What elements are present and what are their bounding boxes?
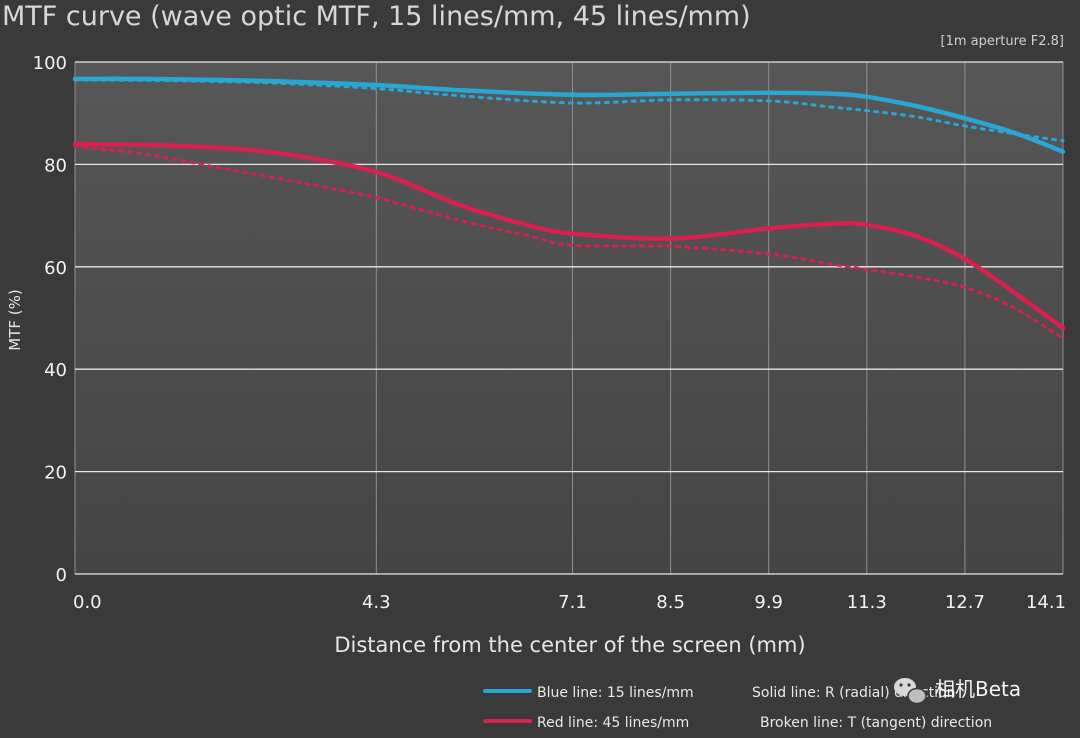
y-tick-20: 20 (44, 463, 67, 484)
x-tick-6: 12.7 (945, 592, 985, 613)
y-tick-0: 0 (56, 565, 67, 586)
legend: Blue line: 15 lines/mm Solid line: R (ra… (483, 685, 992, 731)
x-tick-0: 0.0 (73, 592, 102, 613)
legend-label-red: Red line: 45 lines/mm (537, 715, 689, 731)
chart-subtitle: [1m aperture F2.8] (941, 34, 1064, 49)
watermark-text: 相机Beta (935, 677, 1021, 701)
x-axis-label: Distance from the center of the screen (… (334, 633, 805, 657)
y-tick-40: 40 (44, 360, 67, 381)
x-tick-1: 4.3 (362, 592, 391, 613)
x-tick-3: 8.5 (656, 592, 685, 613)
series-45-lines-mm-r-radial (72, 141, 1066, 331)
watermark: 相机Beta (894, 677, 1021, 705)
x-tick-7: 14.1 (1026, 592, 1066, 613)
y-tick-labels: 0 20 40 60 80 100 (33, 53, 67, 586)
plot-area (75, 62, 1063, 574)
grid (74, 61, 1064, 575)
x-tick-labels: 0.0 4.3 7.1 8.5 9.9 11.3 12.7 14.1 (73, 592, 1066, 613)
x-tick-5: 11.3 (847, 592, 887, 613)
y-axis-label: MTF (%) (6, 289, 24, 350)
x-tick-4: 9.9 (754, 592, 783, 613)
y-tick-100: 100 (33, 53, 67, 74)
series-45-lines-mm-t-tangent (73, 145, 1065, 340)
series-lines (72, 76, 1066, 340)
x-tick-2: 7.1 (558, 592, 587, 613)
wechat-icon (894, 678, 927, 705)
legend-label-blue: Blue line: 15 lines/mm (537, 685, 694, 701)
series-15-lines-mm-t-tangent (73, 78, 1065, 143)
y-tick-80: 80 (44, 155, 67, 176)
chart-title: MTF curve (wave optic MTF, 15 lines/mm, … (2, 1, 751, 32)
legend-style-broken: Broken line: T (tangent) direction (760, 715, 992, 731)
y-tick-60: 60 (44, 258, 67, 279)
series-15-lines-mm-r-radial (72, 76, 1066, 154)
